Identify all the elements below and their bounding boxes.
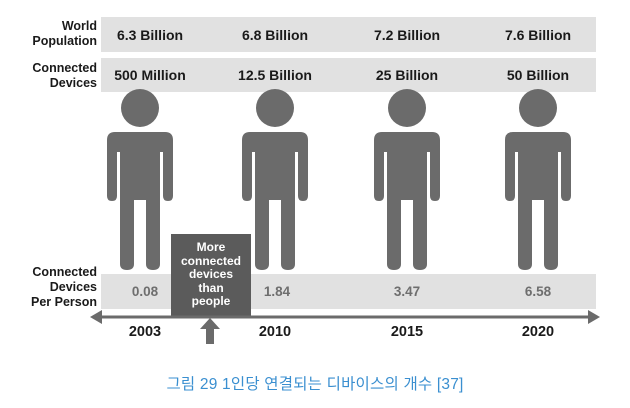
label-line: Population [32,34,97,48]
figure-caption: 그림 29 1인당 연결되는 디바이스의 개수 [37] [166,376,464,393]
label-line: Devices [49,280,97,294]
label-line: Per Person [30,295,97,309]
devices-row-band [101,58,596,92]
connected-devices-label: Connected Devices [6,61,97,91]
callout-line: devices [188,267,234,282]
per-person-value-2015: 3.47 [393,284,421,299]
label-line: Connected [32,265,97,279]
callout-line: than [198,280,224,295]
label-line: Connected [32,61,97,75]
label-line: World [61,19,97,33]
population-value-2010: 6.8 Billion [241,27,309,43]
callout-line: people [191,294,231,309]
world-population-label: World Population [6,19,97,49]
person-icon [242,89,308,270]
devices-per-person-label: Connected Devices Per Person [6,265,97,310]
year-2015: 2015 [390,324,424,340]
population-value-2003: 6.3 Billion [116,27,184,43]
year-2010: 2010 [258,324,292,340]
devices-value-2020: 50 Billion [506,67,570,83]
callout-line: More [196,240,226,255]
per-person-value-2010: 1.84 [263,284,291,299]
devices-value-2015: 25 Billion [375,67,439,83]
more-devices-than-people-callout: More connected devices than people [171,234,251,316]
devices-value-2010: 12.5 Billion [238,67,312,83]
up-arrow-icon [200,318,220,344]
population-value-2015: 7.2 Billion [373,27,441,43]
per-person-value-2003: 0.08 [131,284,159,299]
person-icon [107,89,173,270]
timeline-axis [90,310,600,324]
per-person-value-2020: 6.58 [524,284,552,299]
person-icon [374,89,440,270]
callout-line: connected [180,253,241,268]
label-line: Devices [49,76,97,90]
year-2003: 2003 [128,324,162,340]
devices-value-2003: 500 Million [114,67,186,83]
year-2020: 2020 [521,324,555,340]
person-icon [505,89,571,270]
population-value-2020: 7.6 Billion [504,27,572,43]
population-row-band [101,17,596,52]
